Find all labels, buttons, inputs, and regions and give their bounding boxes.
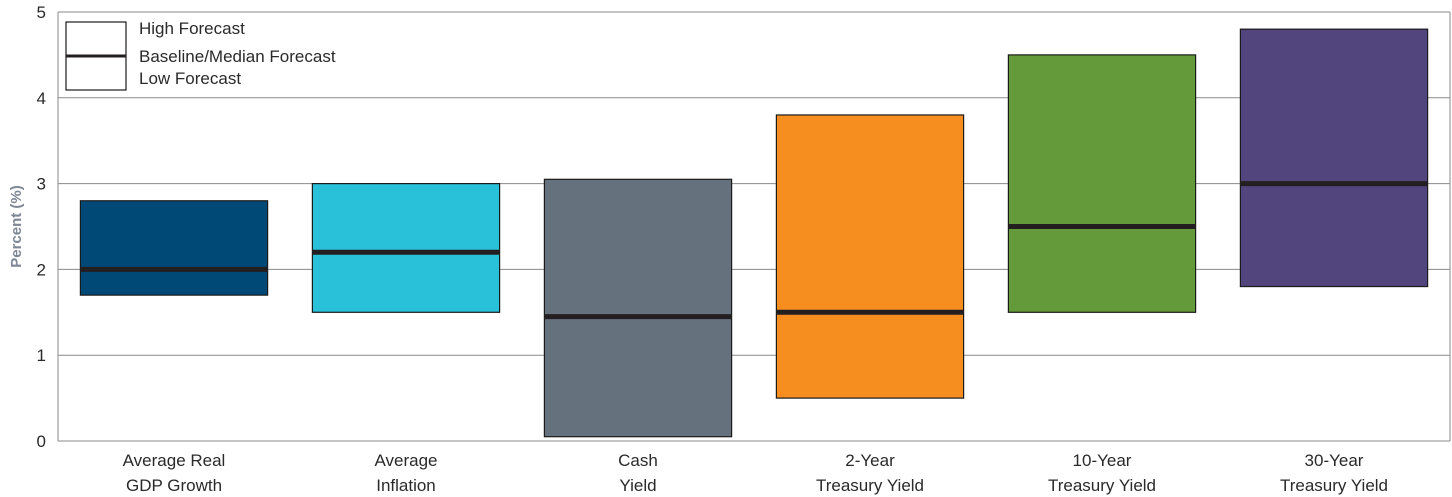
y-tick-label: 5 — [37, 3, 46, 22]
x-tick-label: Inflation — [376, 476, 436, 495]
forecast-bar-group — [79, 200, 269, 296]
forecast-range-bar — [775, 114, 965, 399]
x-tick-label: Average — [374, 451, 437, 470]
legend-label-high: High Forecast — [139, 19, 245, 38]
gridlines — [58, 11, 1450, 442]
forecast-bars — [79, 28, 1429, 438]
x-axis-ticks: Average Real GDP Growth Average Inflation Ca… — [123, 451, 1388, 495]
plot-area-frame — [57, 12, 1451, 441]
x-tick-label: GDP Growth — [126, 476, 222, 495]
x-tick-label: 2-Year — [845, 451, 895, 470]
x-tick-label: Cash — [618, 451, 658, 470]
forecast-range-bar — [1007, 54, 1197, 313]
forecast-range-bar — [1239, 28, 1429, 288]
y-tick-label: 4 — [37, 89, 46, 108]
y-tick-label: 0 — [37, 432, 46, 451]
legend-label-low: Low Forecast — [139, 69, 241, 88]
forecast-range-bar — [543, 178, 733, 438]
forecast-bar-group — [1239, 28, 1429, 288]
y-axis-label: Percent (%) — [8, 185, 25, 268]
x-tick-label: Treasury Yield — [1280, 476, 1388, 495]
legend: High Forecast Baseline/Median Forecast Low… — [65, 19, 336, 91]
y-tick-label: 3 — [37, 175, 46, 194]
forecast-bar-group — [543, 178, 733, 438]
forecast-bar-group — [775, 114, 965, 399]
forecast-range-bar — [311, 183, 501, 313]
x-tick-label: 30-Year — [1305, 451, 1364, 470]
forecast-range-bar — [79, 200, 269, 296]
y-tick-label: 2 — [37, 260, 46, 279]
y-tick-label: 1 — [37, 346, 46, 365]
x-tick-label: 10-Year — [1073, 451, 1132, 470]
x-tick-label: Treasury Yield — [1048, 476, 1156, 495]
x-tick-label: Treasury Yield — [816, 476, 924, 495]
x-tick-label: Average Real — [123, 451, 226, 470]
forecast-bar-group — [311, 183, 501, 313]
x-tick-label: Yield — [619, 476, 656, 495]
forecast-bar-group — [1007, 54, 1197, 313]
legend-label-median: Baseline/Median Forecast — [139, 47, 336, 66]
y-axis-ticks: 0 1 2 3 4 5 — [37, 3, 46, 451]
